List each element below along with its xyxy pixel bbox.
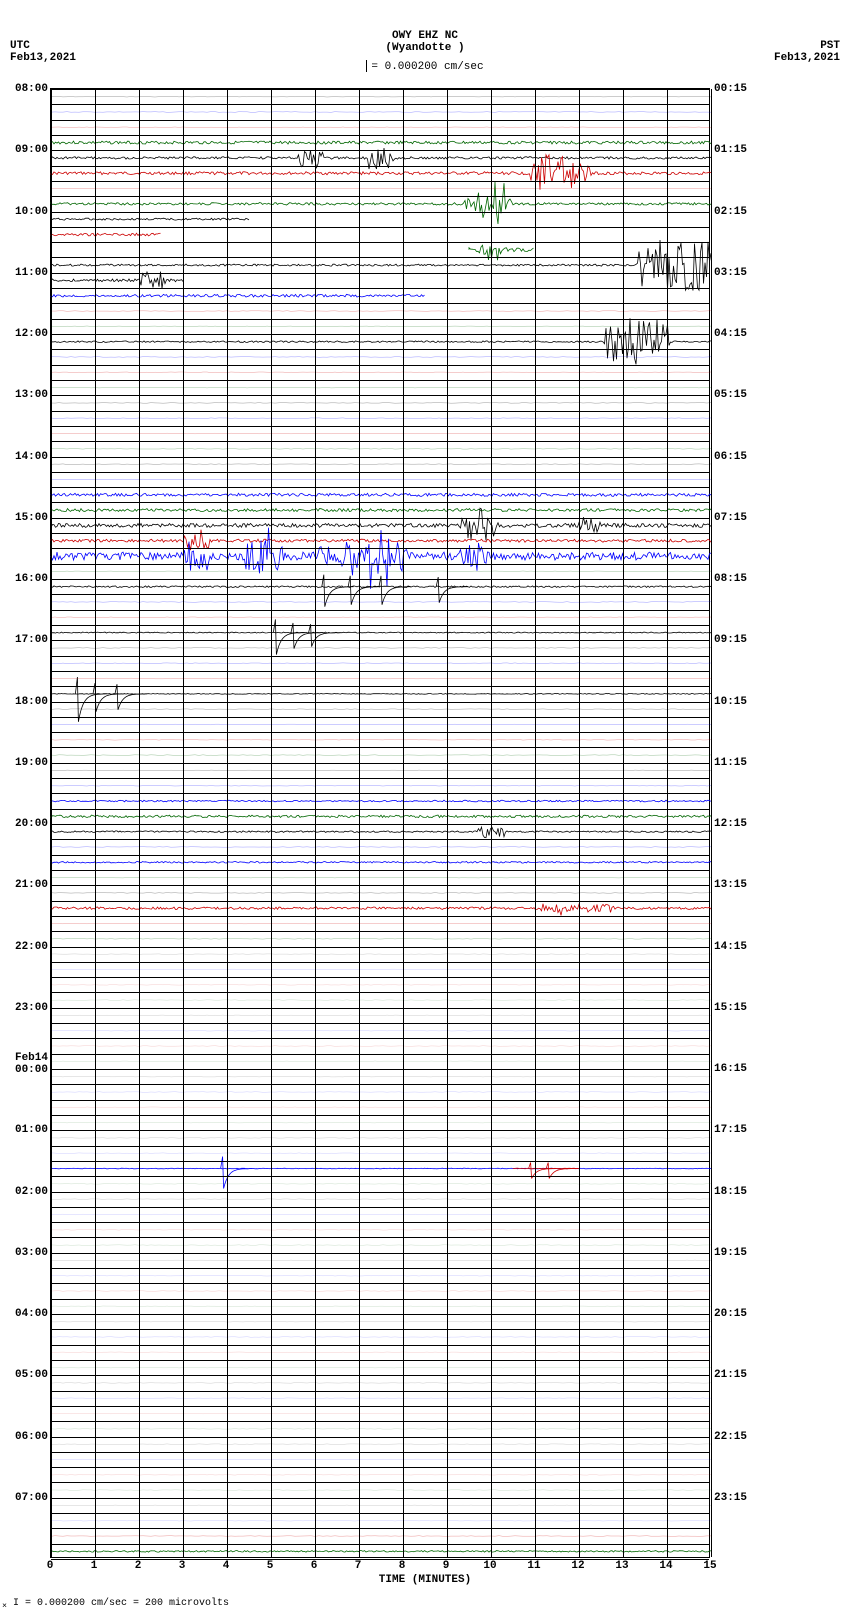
left-time-label: 12:00 [2,328,48,340]
left-time-label: 08:00 [2,83,48,95]
seismic-trace [51,155,711,190]
x-tick-label: 1 [84,1560,104,1572]
x-tick-label: 5 [260,1560,280,1572]
left-time-label: Feb1400:00 [2,1052,48,1076]
x-tick-label: 10 [480,1560,500,1572]
right-time-label: 03:15 [714,267,747,279]
x-tick-label: 8 [392,1560,412,1572]
seismic-trace [51,509,711,512]
right-time-label: 20:15 [714,1308,747,1320]
left-time-label: 13:00 [2,389,48,401]
left-time-label: 01:00 [2,1124,48,1136]
right-time-label: 19:15 [714,1247,747,1259]
right-time-label: 10:15 [714,696,747,708]
seismic-trace [51,827,711,838]
left-time-label: 10:00 [2,206,48,218]
seismic-trace [51,632,711,633]
left-time-label: 20:00 [2,818,48,830]
left-time-label: 15:00 [2,512,48,524]
date-left: Feb13,2021 [10,52,76,64]
left-time-label: 02:00 [2,1186,48,1198]
scale-indicator: = 0.000200 cm/sec [0,60,850,73]
date-right: Feb13,2021 [774,52,840,64]
seismic-trace [51,493,711,496]
x-tick-label: 9 [436,1560,456,1572]
left-time-label: 09:00 [2,144,48,156]
seismic-trace [51,218,249,220]
right-time-label: 07:15 [714,512,747,524]
left-time-label: 23:00 [2,1002,48,1014]
x-tick-label: 15 [700,1560,720,1572]
helicorder-plot [50,88,710,1558]
seismic-trace [51,272,183,289]
right-time-label: 04:15 [714,328,747,340]
right-time-label: 06:15 [714,451,747,463]
right-time-label: 09:15 [714,634,747,646]
right-time-label: 01:15 [714,144,747,156]
right-time-label: 12:15 [714,818,747,830]
left-time-label: 03:00 [2,1247,48,1259]
seismic-trace [51,1168,711,1169]
x-tick-label: 12 [568,1560,588,1572]
x-tick-label: 14 [656,1560,676,1572]
station-location: (Wyandotte ) [0,42,850,54]
left-time-label: 14:00 [2,451,48,463]
left-time-label: 06:00 [2,1431,48,1443]
seismic-trace [51,141,711,144]
right-time-label: 14:15 [714,941,747,953]
left-time-label: 21:00 [2,879,48,891]
tz-left: UTC [10,40,30,52]
right-time-label: 11:15 [714,757,747,769]
x-tick-label: 13 [612,1560,632,1572]
x-tick-label: 7 [348,1560,368,1572]
x-tick-label: 6 [304,1560,324,1572]
seismic-trace [51,815,711,817]
right-time-label: 00:15 [714,83,747,95]
right-time-label: 17:15 [714,1124,747,1136]
x-axis-title: TIME (MINUTES) [0,1574,850,1586]
seismic-trace [51,904,711,916]
station-title: OWY EHZ NC [0,30,850,42]
left-time-label: 16:00 [2,573,48,585]
left-time-label: 22:00 [2,941,48,953]
left-time-label: 17:00 [2,634,48,646]
tz-right: PST [820,40,840,52]
footer-scale: × I = 0.000200 cm/sec = 200 microvolts [2,1598,229,1611]
right-time-label: 05:15 [714,389,747,401]
left-time-label: 07:00 [2,1492,48,1504]
seismic-trace [51,693,711,694]
left-time-label: 11:00 [2,267,48,279]
right-time-label: 15:15 [714,1002,747,1014]
x-tick-label: 4 [216,1560,236,1572]
seismic-trace [51,800,711,802]
right-time-label: 21:15 [714,1369,747,1381]
seismic-trace [51,1551,711,1553]
right-time-label: 08:15 [714,573,747,585]
right-time-label: 22:15 [714,1431,747,1443]
seismic-trace [51,233,161,236]
x-tick-label: 2 [128,1560,148,1572]
x-tick-label: 3 [172,1560,192,1572]
right-time-label: 16:15 [714,1063,747,1075]
left-time-label: 19:00 [2,757,48,769]
left-time-label: 05:00 [2,1369,48,1381]
right-time-label: 02:15 [714,206,747,218]
x-tick-label: 0 [40,1560,60,1572]
right-time-label: 23:15 [714,1492,747,1504]
left-time-label: 18:00 [2,696,48,708]
seismic-trace [51,294,425,297]
left-time-label: 04:00 [2,1308,48,1320]
x-tick-label: 11 [524,1560,544,1572]
right-time-label: 18:15 [714,1186,747,1198]
seismic-trace [51,862,711,864]
right-time-label: 13:15 [714,879,747,891]
